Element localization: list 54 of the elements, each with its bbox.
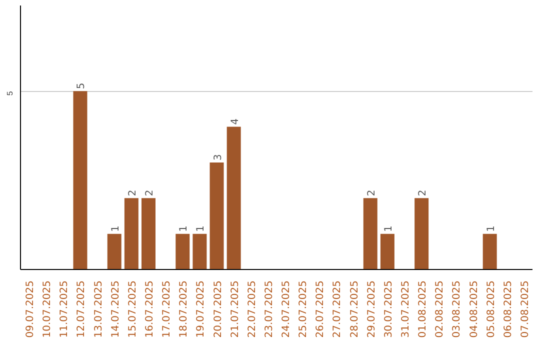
x-tick-label: 05.08.2025 — [486, 280, 497, 338]
x-tick-label: 09.07.2025 — [25, 280, 36, 338]
x-tick-label: 25.07.2025 — [298, 280, 310, 338]
data-label: 3 — [212, 154, 224, 160]
data-label: 1 — [110, 225, 122, 232]
x-tick-label: 04.08.2025 — [468, 280, 480, 338]
x-tick-label: 27.07.2025 — [332, 280, 344, 338]
bar — [482, 234, 497, 270]
x-tick-label: 16.07.2025 — [144, 280, 156, 338]
x-tick-label: 13.07.2025 — [93, 280, 104, 338]
x-tick-label: 28.07.2025 — [349, 280, 360, 338]
x-tick-label: 31.07.2025 — [400, 280, 412, 338]
bar — [210, 162, 224, 270]
bar — [226, 126, 241, 270]
bar — [176, 234, 190, 270]
x-tick-label: 24.07.2025 — [281, 280, 292, 338]
x-tick-label: 19.07.2025 — [196, 280, 207, 338]
bar — [107, 234, 122, 270]
data-label: 1 — [486, 225, 497, 232]
bar — [73, 91, 88, 270]
x-tick-label: 06.08.2025 — [502, 280, 514, 338]
x-tick-label: 18.07.2025 — [178, 280, 190, 338]
data-label: 2 — [144, 190, 156, 196]
x-tick-label: 01.08.2025 — [418, 280, 429, 338]
data-label: 1 — [383, 225, 394, 232]
x-tick-label: 17.07.2025 — [162, 280, 173, 338]
bar — [414, 198, 429, 270]
x-tick-label: 26.07.2025 — [315, 280, 326, 338]
x-tick-label: 12.07.2025 — [76, 280, 88, 338]
x-tick-label: 10.07.2025 — [42, 280, 54, 338]
x-tick-label: 11.07.2025 — [59, 280, 70, 338]
bar — [192, 234, 207, 270]
data-label: 2 — [127, 190, 138, 196]
bar — [363, 198, 378, 270]
x-tick-label: 20.07.2025 — [212, 280, 224, 338]
bar — [142, 198, 156, 270]
data-label: 4 — [230, 118, 241, 125]
data-label: 5 — [76, 82, 88, 90]
bar — [380, 234, 394, 270]
x-tick-label: 30.07.2025 — [383, 280, 394, 338]
data-label: 1 — [178, 225, 190, 232]
x-tick-label: 14.07.2025 — [110, 280, 122, 338]
x-tick-label: 21.07.2025 — [230, 280, 241, 338]
x-tick-label: 02.08.2025 — [434, 280, 446, 338]
x-tick-label: 07.08.2025 — [520, 280, 531, 338]
x-tick-label: 22.07.2025 — [246, 280, 258, 338]
data-label: 2 — [418, 190, 429, 196]
x-tick-label: 23.07.2025 — [264, 280, 275, 338]
data-label: 2 — [366, 190, 378, 196]
x-tick-label: 15.07.2025 — [127, 280, 138, 338]
data-label: 1 — [196, 225, 207, 232]
bar — [124, 198, 138, 270]
x-tick-label: 03.08.2025 — [452, 280, 463, 338]
x-tick-label: 29.07.2025 — [366, 280, 378, 338]
